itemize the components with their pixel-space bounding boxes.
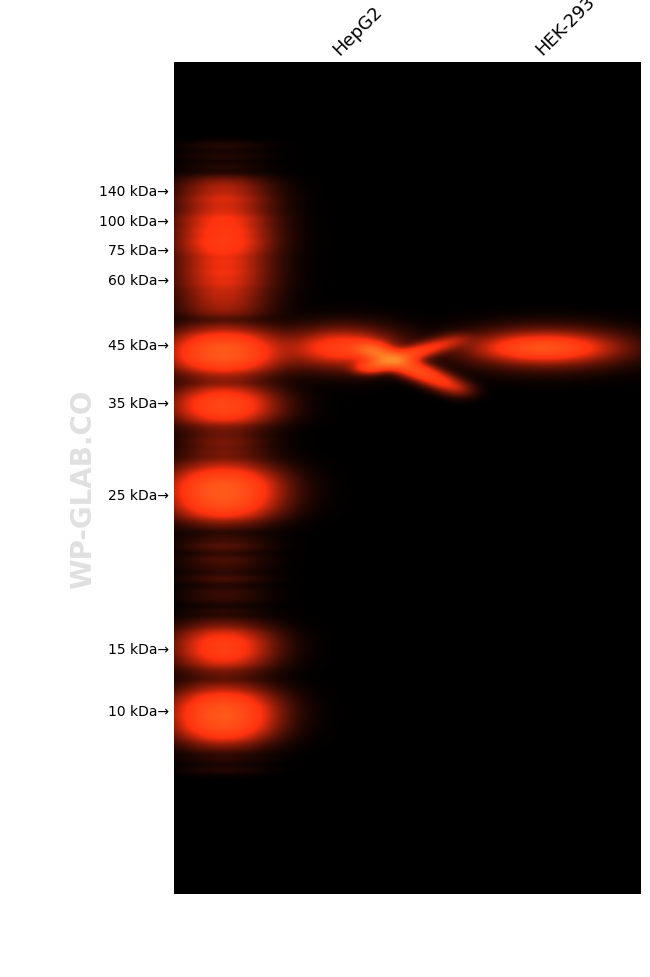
Bar: [174, 64, 640, 894]
Text: 25 kDa→: 25 kDa→: [108, 488, 169, 502]
Text: 35 kDa→: 35 kDa→: [108, 397, 169, 411]
Text: 10 kDa→: 10 kDa→: [108, 704, 169, 718]
Text: 140 kDa→: 140 kDa→: [99, 186, 169, 199]
Text: 75 kDa→: 75 kDa→: [108, 243, 169, 257]
Text: 60 kDa→: 60 kDa→: [108, 275, 169, 288]
Text: HepG2: HepG2: [330, 3, 385, 59]
Text: WP-GLAB.CO: WP-GLAB.CO: [70, 389, 98, 588]
Text: HEK-293: HEK-293: [532, 0, 598, 59]
Text: 45 kDa→: 45 kDa→: [108, 339, 169, 353]
Text: 100 kDa→: 100 kDa→: [99, 214, 169, 229]
Text: 15 kDa→: 15 kDa→: [108, 642, 169, 656]
